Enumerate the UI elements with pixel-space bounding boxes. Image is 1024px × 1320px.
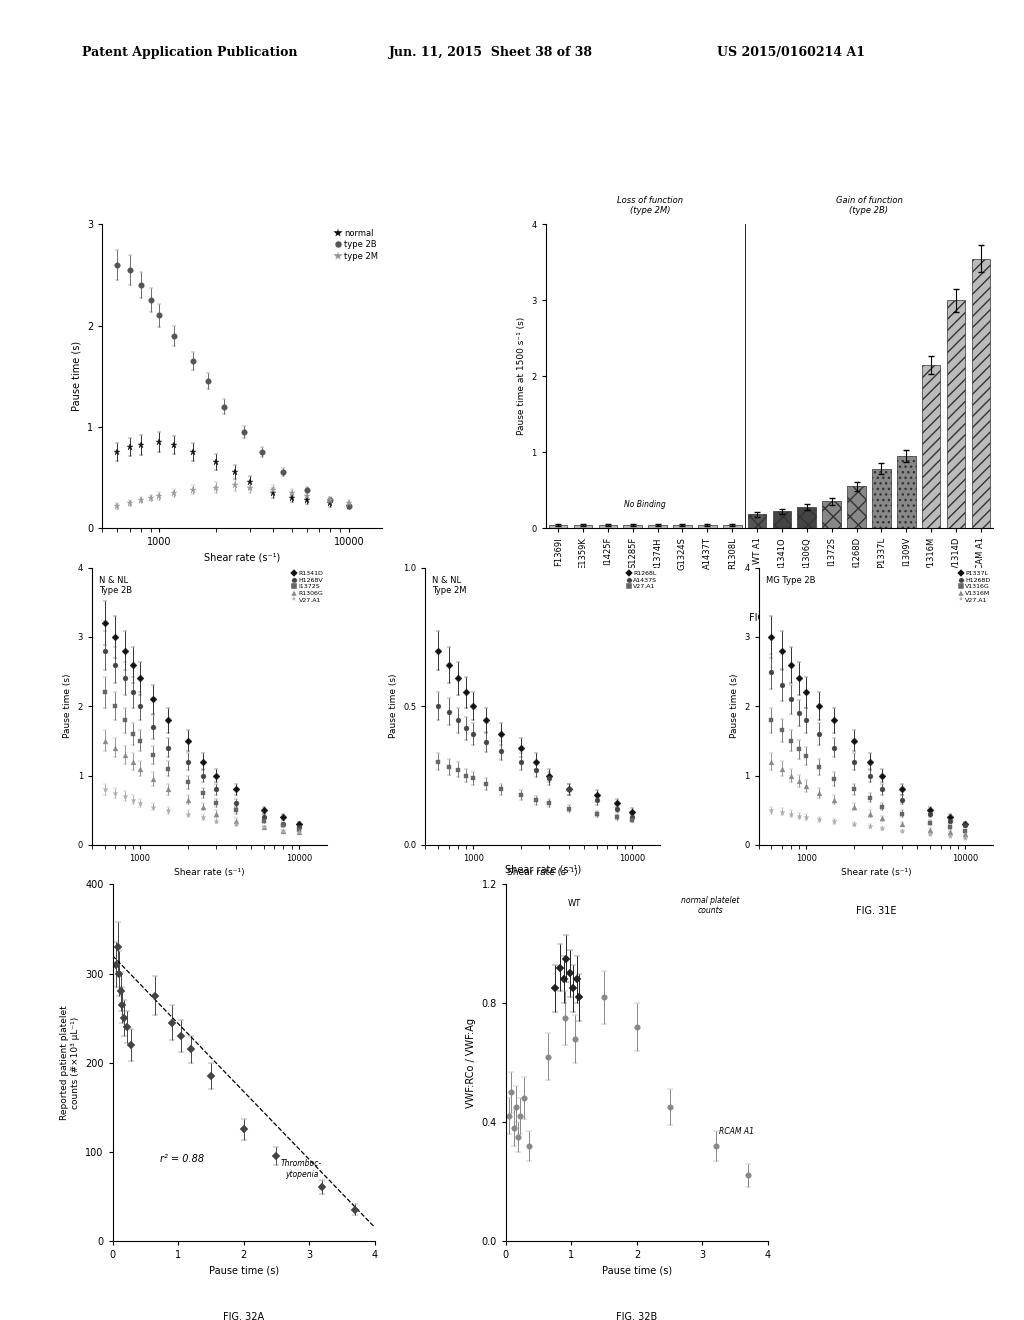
X-axis label: Shear rate (s⁻¹): Shear rate (s⁻¹) xyxy=(174,869,245,878)
Bar xyxy=(748,515,766,528)
Text: MG Type 2B: MG Type 2B xyxy=(766,576,815,585)
Bar xyxy=(897,455,915,528)
Text: Shear rate (s⁻¹): Shear rate (s⁻¹) xyxy=(505,865,581,875)
Bar xyxy=(798,507,816,528)
Legend: P1337L, H1268D, V1316G, V1316M, V27.A1: P1337L, H1268D, V1316G, V1316M, V27.A1 xyxy=(955,568,992,605)
X-axis label: Shear rate (s⁻¹): Shear rate (s⁻¹) xyxy=(204,553,281,562)
X-axis label: Pause time (s): Pause time (s) xyxy=(602,1266,672,1275)
Y-axis label: Reported patient platelet
counts (#×10³ μL⁻¹): Reported patient platelet counts (#×10³ … xyxy=(60,1006,80,1119)
Bar xyxy=(773,511,792,528)
Text: RCAM A1: RCAM A1 xyxy=(719,1127,754,1137)
Text: FIG. 31D: FIG. 31D xyxy=(521,906,564,916)
Text: Jun. 11, 2015  Sheet 38 of 38: Jun. 11, 2015 Sheet 38 of 38 xyxy=(389,46,593,59)
Legend: R1341D, H1268V, I1372S, R1306G, V27.A1: R1341D, H1268V, I1372S, R1306G, V27.A1 xyxy=(290,568,327,605)
Bar xyxy=(573,525,592,528)
Bar xyxy=(723,525,741,528)
Bar xyxy=(599,525,617,528)
Bar xyxy=(673,525,692,528)
Text: Gain of function
(type 2B): Gain of function (type 2B) xyxy=(836,195,902,215)
Bar xyxy=(698,525,717,528)
X-axis label: Shear rate (s⁻¹): Shear rate (s⁻¹) xyxy=(841,869,911,878)
Text: No Binding: No Binding xyxy=(625,500,666,510)
Text: FIG. 32B: FIG. 32B xyxy=(616,1312,657,1320)
Y-axis label: Pause time (s): Pause time (s) xyxy=(72,341,82,412)
Bar xyxy=(972,259,990,528)
Bar xyxy=(847,486,866,528)
Text: normal platelet
counts: normal platelet counts xyxy=(681,895,739,915)
Text: Loss of function
(type 2M): Loss of function (type 2M) xyxy=(616,195,683,215)
Legend: normal, type 2B, type 2M: normal, type 2B, type 2M xyxy=(332,226,381,264)
Text: Patent Application Publication: Patent Application Publication xyxy=(82,46,297,59)
Bar xyxy=(549,525,567,528)
Text: FIG. 31B: FIG. 31B xyxy=(749,612,791,623)
Bar xyxy=(922,364,940,528)
Text: WT: WT xyxy=(567,899,581,908)
X-axis label: Pause time (s): Pause time (s) xyxy=(209,1266,279,1275)
Text: Thromboc-
ytopenia: Thromboc- ytopenia xyxy=(281,1159,322,1179)
Bar xyxy=(624,525,642,528)
Y-axis label: Pause time (s): Pause time (s) xyxy=(389,675,397,738)
Bar xyxy=(648,525,667,528)
Y-axis label: Pause time (s): Pause time (s) xyxy=(730,675,738,738)
Bar xyxy=(946,301,966,528)
Text: FIG. 32A: FIG. 32A xyxy=(223,1312,264,1320)
Text: US 2015/0160214 A1: US 2015/0160214 A1 xyxy=(717,46,865,59)
Text: FIG. 31E: FIG. 31E xyxy=(856,906,896,916)
Y-axis label: VWF:RCo / VWF:Ag: VWF:RCo / VWF:Ag xyxy=(466,1018,476,1107)
X-axis label: Shear rate (s⁻¹): Shear rate (s⁻¹) xyxy=(508,869,578,878)
Text: FIG. 31C: FIG. 31C xyxy=(189,906,230,916)
Y-axis label: Pause time at 1500 s⁻¹ (s): Pause time at 1500 s⁻¹ (s) xyxy=(517,317,525,436)
Text: N & NL
Type 2B: N & NL Type 2B xyxy=(99,576,132,595)
Bar xyxy=(822,502,841,528)
Legend: R1268L, A1437S, V27.A1: R1268L, A1437S, V27.A1 xyxy=(624,568,659,591)
Text: r² = 0.88: r² = 0.88 xyxy=(160,1155,204,1164)
Text: FIG. 31A: FIG. 31A xyxy=(222,582,263,593)
Bar xyxy=(872,469,891,528)
Text: N & NL
Type 2M: N & NL Type 2M xyxy=(432,576,467,595)
Y-axis label: Pause time (s): Pause time (s) xyxy=(63,675,73,738)
